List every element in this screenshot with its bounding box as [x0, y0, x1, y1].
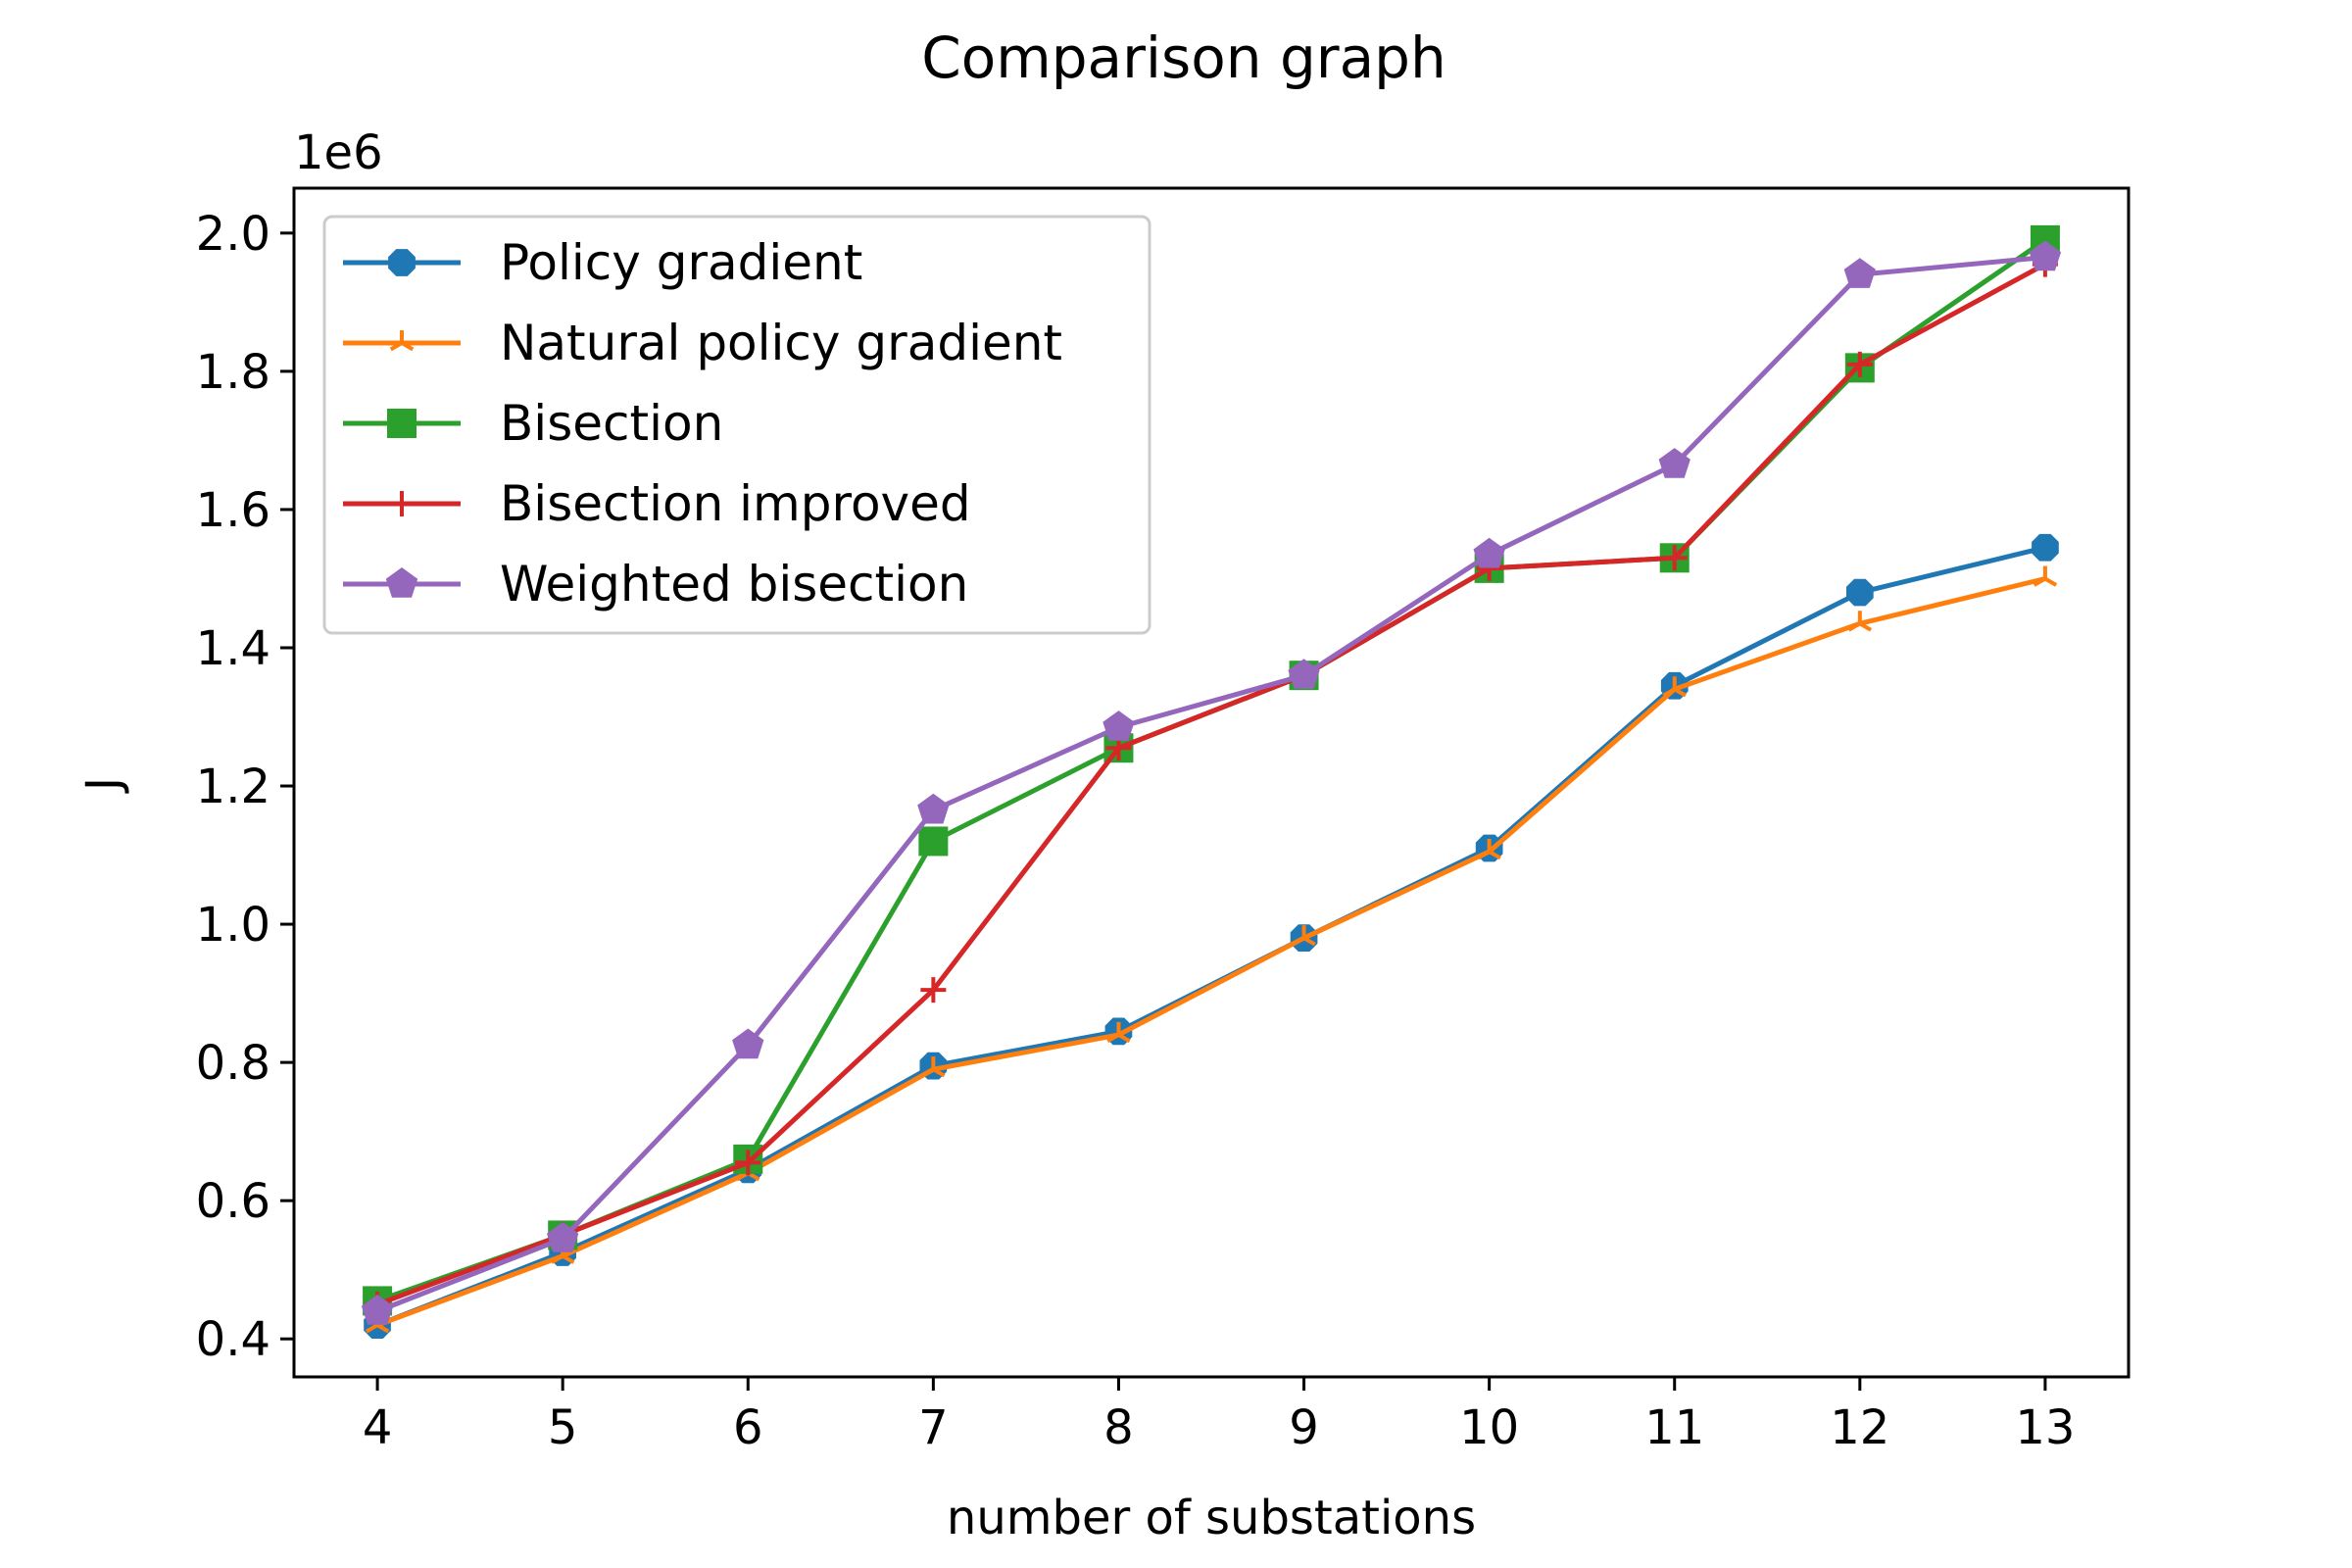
x-tick-label: 9 [1289, 1400, 1319, 1455]
y-tick-label: 1.2 [196, 760, 270, 814]
legend-marker [387, 409, 416, 438]
data-point [1477, 839, 1501, 860]
series-line-4 [376, 262, 2047, 1307]
data-point [917, 793, 950, 824]
data-point [2033, 565, 2058, 587]
y-tick-label: 0.8 [196, 1036, 270, 1091]
legend-marker [385, 567, 418, 598]
y-axis-label: J [76, 777, 131, 794]
series-layer [361, 224, 2062, 1339]
y-tick-label: 1.8 [196, 345, 270, 400]
y-tick-label: 0.4 [196, 1312, 270, 1367]
legend-item: Natural policy gradient [343, 315, 1062, 371]
x-tick-label: 5 [548, 1400, 578, 1455]
series-line-5 [376, 255, 2046, 1314]
y-tick-label: 1.4 [196, 621, 270, 676]
legend-box [322, 215, 1152, 635]
legend-marker [389, 330, 415, 352]
data-point [1292, 925, 1316, 947]
y-tick-label: 2.0 [196, 207, 270, 262]
data-point [2032, 533, 2059, 562]
legend-label: Natural policy gradient [500, 315, 1062, 371]
legend-item: Bisection [343, 395, 723, 452]
legend-item: Policy gradient [343, 234, 862, 291]
x-tick-label: 13 [2015, 1400, 2075, 1455]
legend-marker [388, 249, 416, 276]
y-tick-label: 0.6 [196, 1174, 270, 1229]
data-point [732, 1028, 764, 1059]
data-point [1662, 676, 1687, 698]
series-1 [364, 533, 2059, 1339]
data-point [735, 1150, 761, 1176]
x-axis-label: number of substations [947, 1491, 1476, 1545]
legend-item: Weighted bisection [343, 556, 968, 612]
data-point [1846, 351, 1873, 377]
data-point [1102, 710, 1135, 741]
data-point [2029, 240, 2062, 271]
data-point [1843, 258, 1876, 288]
data-point [547, 1222, 579, 1252]
data-point [921, 1056, 946, 1078]
plot-frame [292, 186, 2131, 1379]
x-tick-label: 11 [1644, 1400, 1704, 1455]
series-2 [365, 565, 2058, 1334]
y-tick-label: 1.0 [196, 898, 270, 953]
legend-label: Weighted bisection [500, 556, 968, 612]
legend-item: Bisection improved [343, 475, 971, 532]
x-tick-label: 10 [1459, 1400, 1519, 1455]
data-point [1658, 448, 1690, 478]
x-tick-label: 7 [918, 1400, 949, 1455]
legend: Policy gradient Natural policy gradient Bi… [322, 215, 1152, 635]
data-point [1846, 578, 1874, 607]
series-5 [361, 240, 2062, 1325]
data-point [1106, 1021, 1131, 1044]
y-offset-label: 1e6 [294, 125, 383, 180]
legend-label: Policy gradient [500, 234, 862, 291]
chart-title: Comparison graph [921, 24, 1446, 91]
data-point [1288, 659, 1320, 689]
legend-label: Bisection [500, 395, 723, 452]
y-axis: 0.4 0.6 0.8 1.0 1.2 1.4 1.6 1.8 2.0 [196, 207, 294, 1367]
y-tick-label: 1.6 [196, 483, 270, 538]
series-line-2 [376, 576, 2046, 1328]
data-point [1473, 537, 1505, 568]
data-point [920, 977, 947, 1004]
data-point [918, 826, 949, 857]
x-tick-label: 12 [1830, 1400, 1889, 1455]
data-point [1661, 545, 1688, 571]
x-axis: 4 5 6 7 8 9 10 11 12 13 [363, 1377, 2075, 1455]
data-point [361, 1295, 394, 1325]
legend-marker [389, 491, 415, 516]
data-point [1847, 611, 1873, 632]
x-tick-label: 8 [1103, 1400, 1134, 1455]
x-tick-label: 4 [363, 1400, 393, 1455]
legend-label: Bisection improved [500, 475, 971, 532]
x-tick-label: 6 [733, 1400, 763, 1455]
